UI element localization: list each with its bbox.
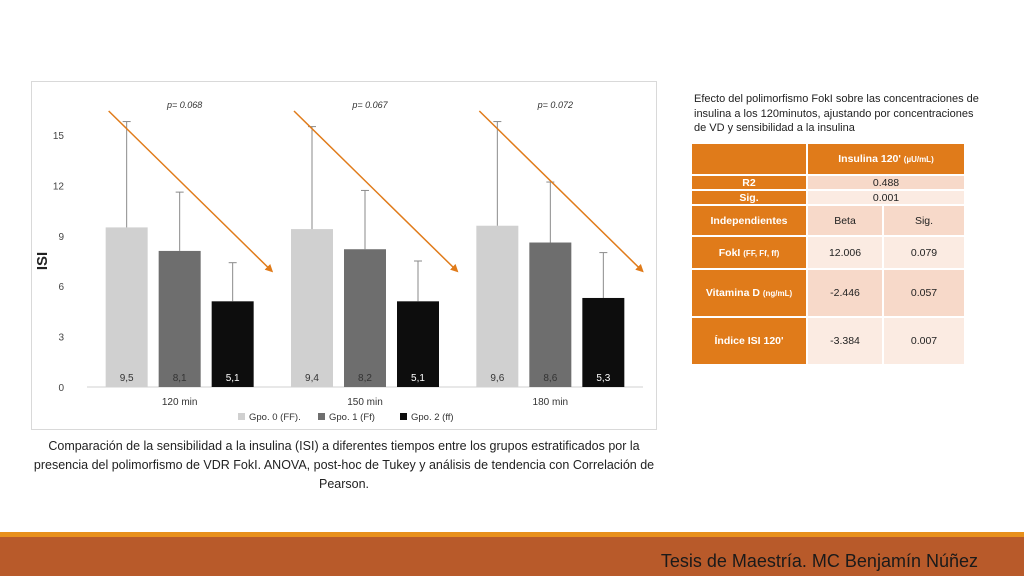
legend-label: Gpo. 0 (FF). [249, 412, 301, 423]
row-foki-beta: 12.006 [808, 237, 884, 270]
x-tick-label: 180 min [533, 397, 569, 408]
y-tick-label: 6 [58, 282, 64, 293]
p-value-label: p= 0.072 [537, 100, 573, 110]
sig-label: Sig. [692, 191, 808, 206]
data-label: 8,6 [543, 373, 557, 384]
y-tick-label: 15 [53, 131, 65, 142]
bar [344, 249, 386, 387]
data-label: 8,2 [358, 373, 372, 384]
col-independientes: Independientes [692, 206, 808, 237]
bar [211, 301, 254, 387]
header-insulina-unit: (µU/mL) [903, 155, 934, 164]
bar [582, 297, 625, 387]
data-label: 9,5 [120, 373, 134, 384]
bar [291, 229, 333, 387]
row-vitd-beta: -2.446 [808, 270, 884, 318]
bar [158, 250, 201, 387]
legend-label: Gpo. 2 (ff) [411, 412, 454, 423]
y-axis-title: ISI [34, 252, 51, 270]
bar [105, 227, 148, 387]
y-tick-label: 3 [58, 333, 64, 344]
p-value-label: p= 0.067 [351, 100, 388, 110]
data-label: 5,3 [596, 373, 610, 384]
r2-value: 0.488 [808, 176, 966, 191]
legend-swatch [318, 413, 325, 420]
isi-bar-chart: 9,5 8,1 5,1 9,4 8,2 5,1 9,6 8,6 5,3 0 3 6 9 12 15 ISI 1… [34, 100, 644, 423]
footer-bar [0, 537, 1024, 576]
row-isi-label: Índice ISI 120' [692, 318, 808, 366]
y-tick-label: 0 [58, 383, 64, 394]
row-isi-beta: -3.384 [808, 318, 884, 366]
header-insulina: Insulina 120' (µU/mL) [808, 144, 966, 176]
p-value-label: p= 0.068 [166, 100, 202, 110]
row-vitd-name: Vitamina D [705, 287, 760, 299]
data-label: 5,1 [411, 373, 425, 384]
footer-text: Tesis de Maestría. MC Benjamín Núñez [660, 551, 978, 571]
table-title: Efecto del polimorfismo FokI sobre las c… [694, 93, 979, 134]
data-label: 5,1 [226, 373, 240, 384]
trend-arrow [478, 110, 644, 273]
row-foki-name: FokI [718, 246, 741, 259]
row-isi-name: Índice ISI 120' [714, 335, 784, 347]
bar [476, 225, 519, 387]
legend-swatch [238, 413, 245, 420]
row-isi-sig: 0.007 [884, 318, 966, 366]
x-tick-label: 150 min [347, 397, 383, 408]
r2-label: R2 [692, 176, 808, 191]
col-sig: Sig. [884, 206, 966, 237]
col-beta: Beta [808, 206, 884, 237]
row-foki-label: FokI (FF, Ff, ff) [692, 237, 808, 270]
legend-label: Gpo. 1 (Ff) [329, 412, 375, 423]
bar [529, 242, 572, 387]
header-blank-cell [692, 144, 808, 176]
data-label: 8,1 [173, 373, 187, 384]
header-insulina-label: Insulina 120' [838, 153, 901, 165]
y-tick-label: 12 [53, 181, 65, 192]
row-foki-sig: 0.079 [884, 237, 966, 270]
chart-caption: Comparación de la sensibilidad a la insu… [33, 439, 655, 491]
data-label: 9,6 [490, 373, 504, 384]
trend-arrow [293, 110, 459, 273]
footer-accent-line [0, 532, 1024, 537]
bar [397, 301, 439, 387]
row-foki-unit: (FF, Ff, ff) [743, 248, 780, 258]
row-vitd-label: Vitamina D (ng/mL) [692, 270, 808, 318]
row-vitd-unit: (ng/mL) [762, 289, 793, 298]
legend-swatch [400, 413, 407, 420]
y-tick-label: 9 [58, 232, 64, 243]
x-tick-label: 120 min [162, 397, 198, 408]
row-vitd-sig: 0.057 [884, 270, 966, 318]
trend-arrow [108, 110, 274, 273]
data-label: 9,4 [305, 373, 319, 384]
regression-table: Insulina 120' (µU/mL) R2 0.488 Sig. 0.00… [692, 144, 966, 366]
sig-value: 0.001 [808, 191, 966, 206]
